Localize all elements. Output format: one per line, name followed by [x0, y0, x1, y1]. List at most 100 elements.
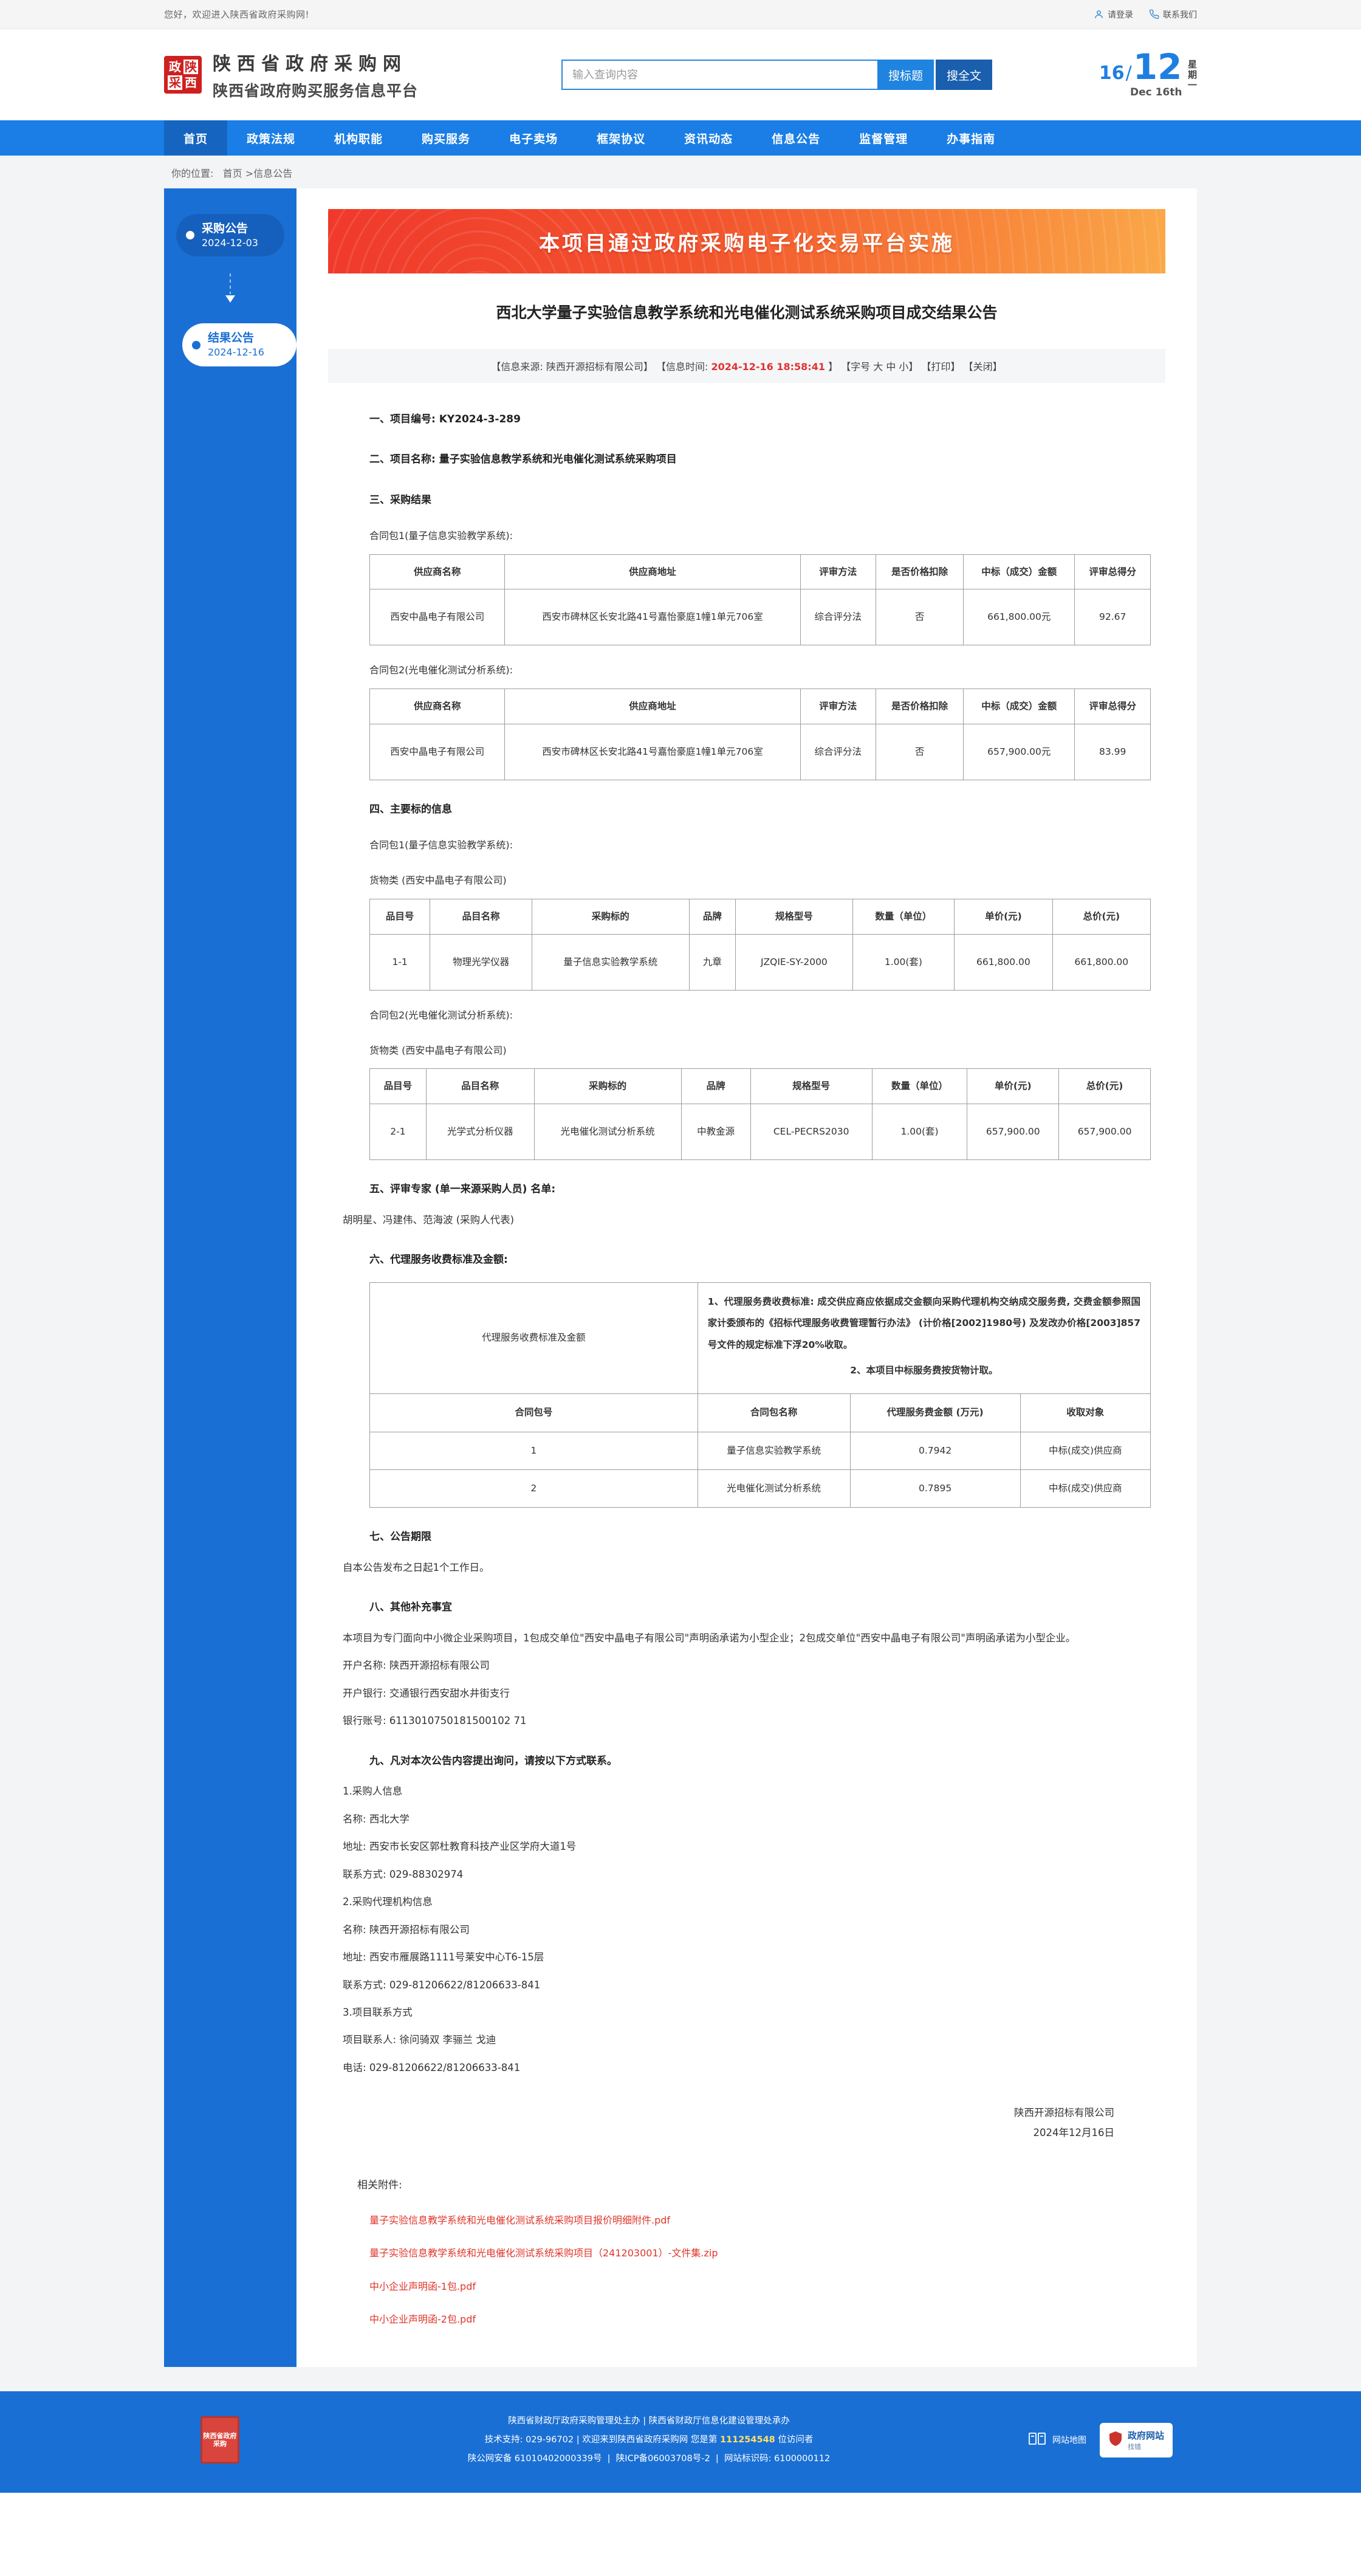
nav-item-9[interactable]: 办事指南 — [927, 120, 1015, 156]
nav-item-4[interactable]: 电子卖场 — [490, 120, 577, 156]
purchaser-name-label: 名称: — [343, 1813, 366, 1825]
brand-subtitle: 陕西省政府购买服务信息平台 — [213, 82, 419, 100]
sidebar-item-purchase-announcement[interactable]: 采购公告 2024-12-03 — [176, 214, 284, 257]
item-col-2: 采购标的 — [531, 898, 690, 935]
sitemap-label: 网站地图 — [1052, 2436, 1086, 2446]
item-col-5: 数量（单位） — [871, 1068, 968, 1105]
contact-link[interactable]: 联系我们 — [1149, 9, 1197, 21]
result-col-3: 是否价格扣除 — [876, 554, 964, 590]
nav-item-7[interactable]: 信息公告 — [752, 120, 840, 156]
search-title-button[interactable]: 搜标题 — [877, 60, 934, 90]
attachment-link-0[interactable]: 量子实验信息教学系统和光电催化测试系统采购项目报价明细附件.pdf — [369, 2214, 671, 2226]
nav-item-label: 资讯动态 — [684, 132, 733, 146]
brand-logo[interactable]: 政 陕 采 西 陕西省政府采购网 陕西省政府购买服务信息平台 — [164, 49, 418, 101]
item-col-4: 规格型号 — [735, 898, 853, 935]
bank-name-value: 交通银行西安甜水井街支行 — [389, 1687, 510, 1699]
item-category-label-0: 货物类 (西安中晶电子有限公司) — [369, 874, 507, 887]
fee-standard-label: 代理服务收费标准及金额 — [369, 1282, 698, 1395]
font-size-control[interactable]: 【字号 大 中 小】 — [841, 360, 919, 373]
result-cell-method: 综合评分法 — [800, 589, 877, 646]
item-cell-no: 1-1 — [369, 933, 431, 991]
item-col-0: 品目号 — [369, 1068, 427, 1105]
meta-source-label: 【信息来源: — [491, 360, 543, 373]
item-cell-brand: 九章 — [688, 933, 736, 991]
meta-source-value: 陕西开源招标有限公司】 — [546, 360, 653, 373]
result-package-label-1: 合同包2(光电催化测试分析系统): — [369, 664, 513, 676]
item-col-3: 品牌 — [688, 898, 736, 935]
breadcrumb-home[interactable]: 首页 — [222, 168, 242, 179]
close-button[interactable]: 【关闭】 — [963, 360, 1003, 373]
attachment-link-3[interactable]: 中小企业声明函-2包.pdf — [369, 2313, 476, 2326]
gov-site-report-badge[interactable]: 政府网站 找错 — [1099, 2422, 1173, 2458]
meta-time-end: 】 — [828, 360, 838, 373]
fee-row-1-amount: 0.7895 — [849, 1469, 1021, 1508]
agency-info-heading: 2.采购代理机构信息 — [343, 1896, 433, 1908]
search-input[interactable] — [561, 60, 877, 90]
fee-standard-description: 1、代理服务费收费标准: 成交供应商应依据成交金额向采购代理机构交纳成交服务费,… — [697, 1282, 1151, 1395]
login-link[interactable]: 请登录 — [1094, 9, 1133, 21]
table-row: 1-1 物理光学仪器 量子信息实验教学系统 九章 JZQIE-SY-2000 1.00(套… — [369, 933, 1151, 991]
icp-record[interactable]: 陕ICP备06003708号-2 — [615, 2453, 710, 2464]
bank-name-label: 开户银行: — [343, 1687, 386, 1699]
item-cell-name: 光学式分析仪器 — [425, 1104, 535, 1161]
table-row: 西安中晶电子有限公司 西安市碑林区长安北路41号嘉怡豪庭1幢1单元706室 综合评分… — [369, 723, 1151, 780]
nav-item-2[interactable]: 机构职能 — [315, 120, 402, 156]
nav-item-1[interactable]: 政策法规 — [227, 120, 315, 156]
item-cell-unit_price: 661,800.00 — [954, 933, 1053, 991]
date-month: 12 — [1133, 46, 1182, 88]
agency-address-row: 地址: 西安市雁展路1111号莱安中心T6-15层 — [343, 1946, 1151, 1968]
result-table-1: 供应商名称 供应商地址 评审方法 是否价格扣除 中标（成交）金额 评审总得分 西安中晶电子有… — [369, 688, 1151, 780]
sidebar-item-result-announcement[interactable]: 结果公告 2024-12-16 — [182, 323, 297, 366]
bank-account-name-label: 开户名称: — [343, 1660, 386, 1672]
nav-item-label: 首页 — [183, 132, 208, 146]
nav-item-0[interactable]: 首页 — [164, 120, 228, 156]
purchaser-name-row: 名称: 西北大学 — [343, 1808, 1151, 1830]
sitemap-link[interactable]: 网站地图 — [1028, 2431, 1086, 2449]
result-col-0: 供应商名称 — [369, 688, 506, 724]
sitemap-icon — [1028, 2431, 1046, 2449]
print-button[interactable]: 【打印】 — [921, 360, 961, 373]
police-record[interactable]: 陕公网安备 61010402000339号 — [467, 2453, 602, 2464]
item-tables-container: 合同包1(量子信息实验教学系统): 货物类 (西安中晶电子有限公司) 品目号 品目名称… — [343, 835, 1151, 1161]
result-cell-amount: 661,800.00元 — [963, 589, 1075, 646]
nav-item-6[interactable]: 资讯动态 — [665, 120, 752, 156]
item-col-2: 采购标的 — [533, 1068, 682, 1105]
item-col-0: 品目号 — [369, 898, 431, 935]
site-footer: 陕西省政府采购 陕西省财政厅政府采购管理处主办 | 陕西省财政厅信息化建设管理处… — [0, 2391, 1361, 2493]
date-english: Dec 16th — [1130, 86, 1182, 98]
result-col-1: 供应商地址 — [504, 554, 801, 590]
attachment-link-1[interactable]: 量子实验信息教学系统和光电催化测试系统采购项目（241203001）-文件集.z… — [369, 2247, 718, 2259]
table-header-row: 合同包号 合同包名称 代理服务费金额 (万元) 收取对象 — [369, 1393, 1151, 1432]
main-navigation: 首页 政策法规 机构职能 购买服务 电子卖场 框架协议 资讯动态 信息公告 监督管理 办事指南 — [0, 120, 1361, 156]
banner-text: 本项目通过政府采购电子化交易平台实施 — [539, 231, 955, 256]
nav-item-8[interactable]: 监督管理 — [840, 120, 927, 156]
agency-phone-value: 029-81206622/81206633-841 — [389, 1979, 541, 1991]
item-col-6: 单价(元) — [954, 898, 1053, 935]
item-col-7: 总价(元) — [1052, 898, 1151, 935]
sidebar-item-title: 结果公告 — [208, 331, 255, 345]
visitor-count: 111254548 — [719, 2434, 775, 2445]
search-fulltext-button[interactable]: 搜全文 — [935, 60, 992, 90]
table-row: 1 量子信息实验教学系统 0.7942 中标(成交)供应商 — [369, 1431, 1151, 1470]
purchaser-phone-value: 029-88302974 — [389, 1868, 464, 1880]
seal-char-3: 西 — [183, 75, 198, 90]
result-cell-deduction: 否 — [876, 723, 964, 780]
attachment-link-2[interactable]: 中小企业声明函-1包.pdf — [369, 2280, 476, 2292]
bank-account-name-value: 陕西开源招标有限公司 — [389, 1660, 490, 1672]
item-col-7: 总价(元) — [1058, 1068, 1151, 1105]
breadcrumb-current: 信息公告 — [253, 168, 293, 179]
agency-name-row: 名称: 陕西开源招标有限公司 — [343, 1919, 1151, 1940]
government-seal-icon: 政 陕 采 西 — [164, 56, 202, 94]
nav-item-3[interactable]: 购买服务 — [402, 120, 490, 156]
site-header: 政 陕 采 西 陕西省政府采购网 陕西省政府购买服务信息平台 搜标题 搜全文 1… — [0, 29, 1361, 120]
purchaser-phone-label: 联系方式: — [343, 1868, 386, 1880]
item-cell-name: 物理光学仪器 — [430, 933, 532, 991]
bank-account-value: 6113010750181500102 71 — [389, 1715, 527, 1727]
nav-item-label: 政策法规 — [247, 132, 296, 146]
date-display: 16 / 12 Dec 16th 星期一 — [1099, 46, 1198, 98]
agency-name-value: 陕西开源招标有限公司 — [369, 1923, 470, 1935]
item-package-label-0: 合同包1(量子信息实验教学系统): — [369, 839, 513, 851]
nav-item-5[interactable]: 框架协议 — [577, 120, 665, 156]
bank-account-row: 银行账号: 6113010750181500102 71 — [343, 1710, 1151, 1731]
result-col-1: 供应商地址 — [504, 688, 801, 724]
